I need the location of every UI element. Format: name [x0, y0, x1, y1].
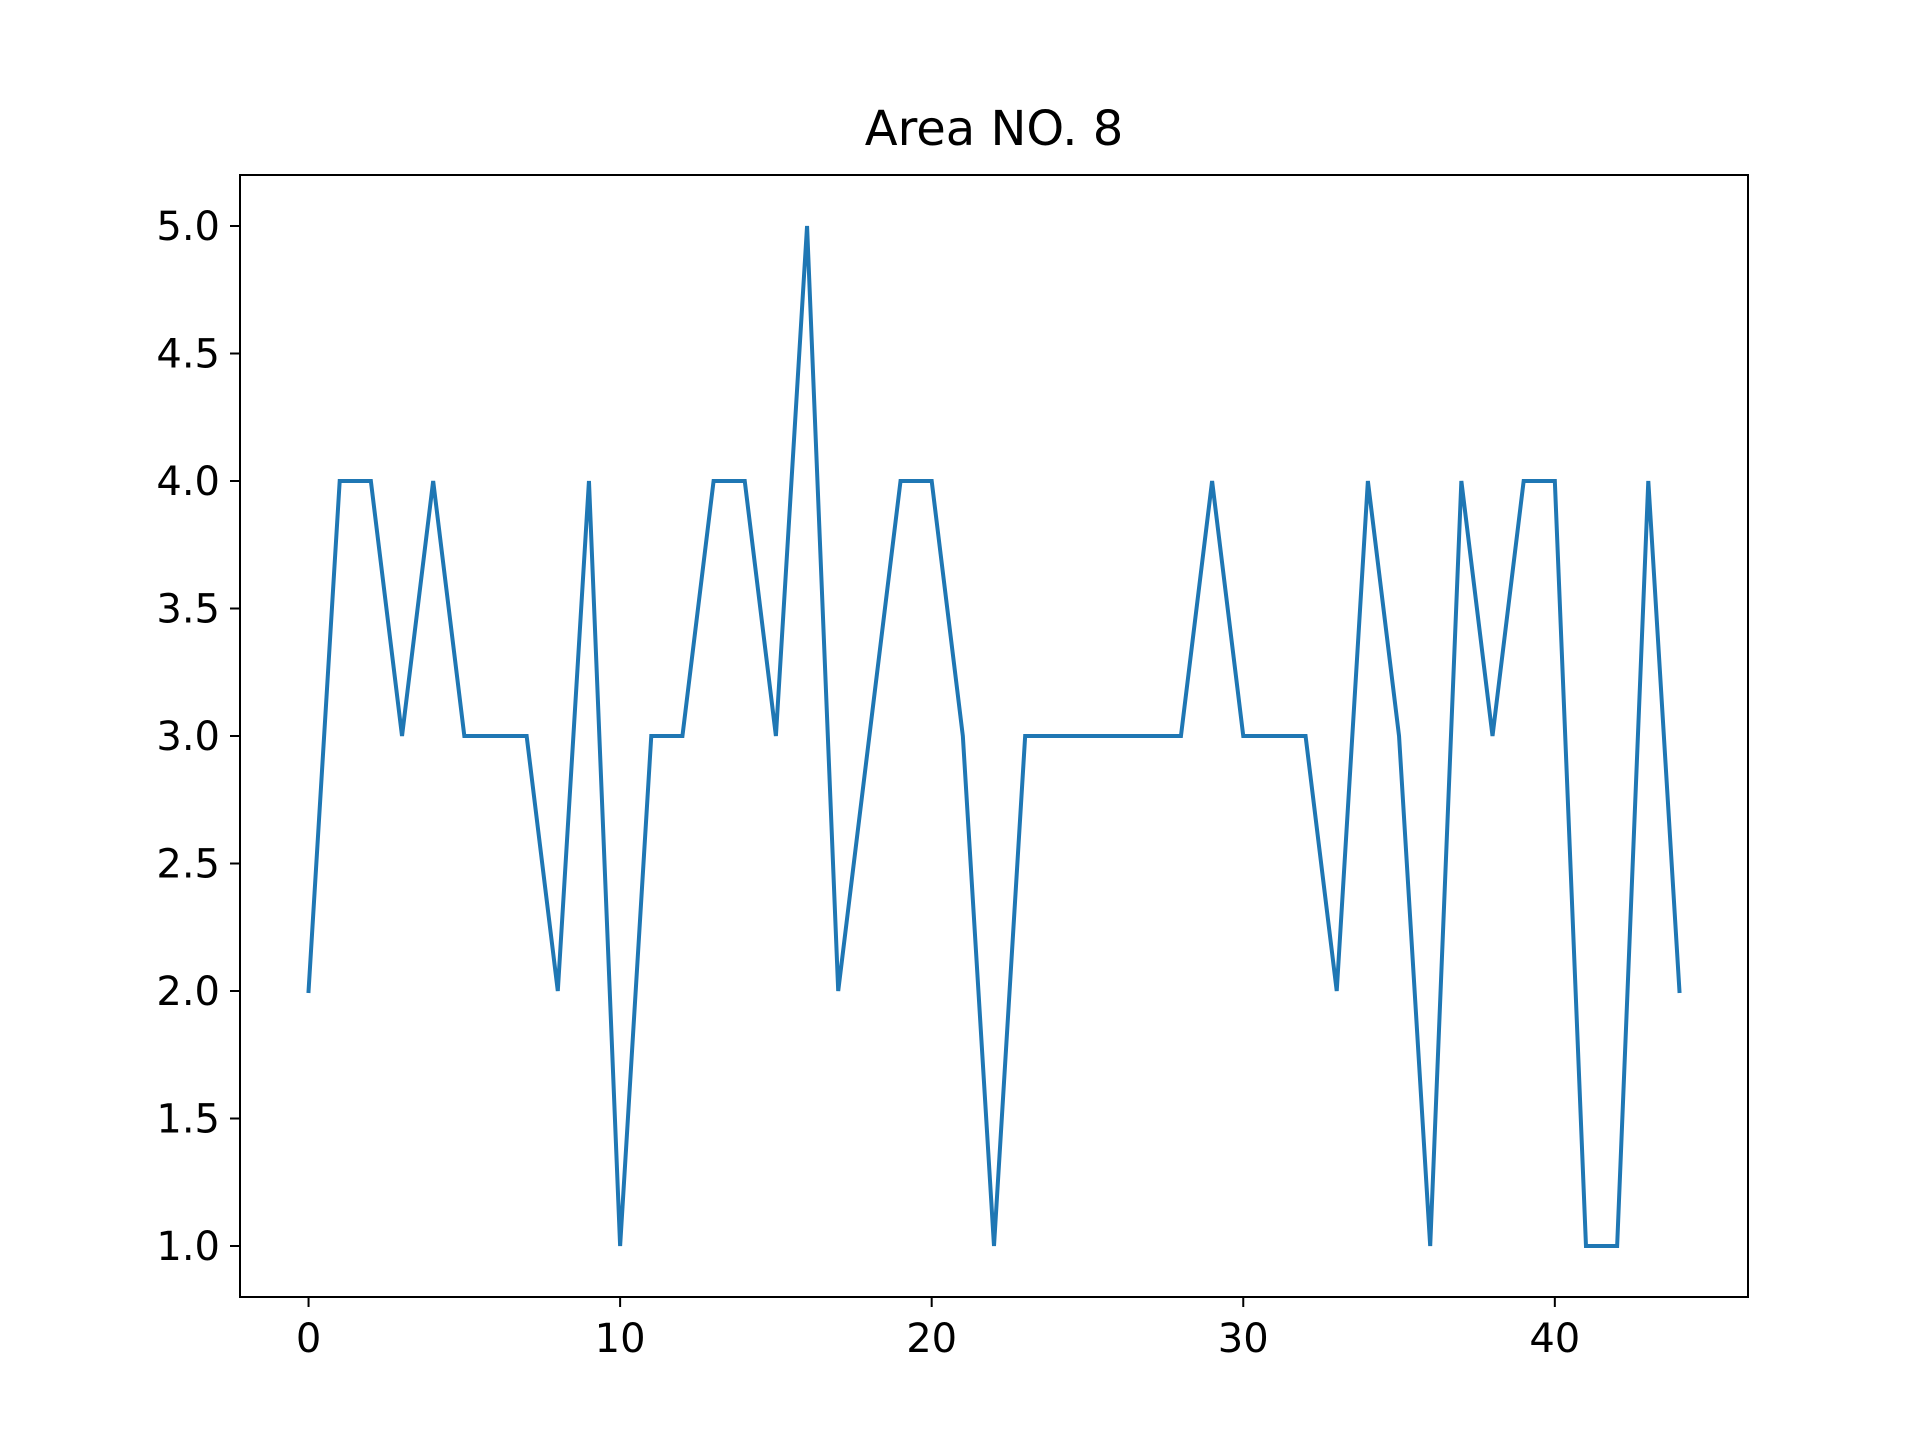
- y-tick-label: 4.0: [156, 459, 220, 505]
- y-axis: 1.0 1.5 2.0 2.5 3.0 3.5 4.0 4.5 5.0: [156, 204, 240, 1270]
- x-tick-label: 20: [906, 1316, 957, 1362]
- x-tick-label: 0: [296, 1316, 321, 1362]
- y-tick-label: 4.5: [156, 332, 220, 378]
- y-tick-label: 5.0: [156, 204, 220, 250]
- y-tick-label: 3.5: [156, 587, 220, 633]
- x-tick-label: 10: [595, 1316, 646, 1362]
- plot-area: [306, 225, 1682, 1248]
- y-tick-label: 1.5: [156, 1097, 220, 1143]
- y-tick-label: 3.0: [156, 714, 220, 760]
- x-tick-label: 40: [1529, 1316, 1580, 1362]
- axes-frame: [239, 174, 1749, 1298]
- y-tick-label: 2.0: [156, 969, 220, 1015]
- x-tick-label: 30: [1218, 1316, 1269, 1362]
- y-tick-label: 1.0: [156, 1224, 220, 1270]
- y-tick-label: 2.5: [156, 842, 220, 888]
- chart-title: Area NO. 8: [865, 101, 1124, 157]
- series-line: [306, 225, 1682, 1248]
- x-axis: 0 10 20 30 40: [296, 1297, 1580, 1362]
